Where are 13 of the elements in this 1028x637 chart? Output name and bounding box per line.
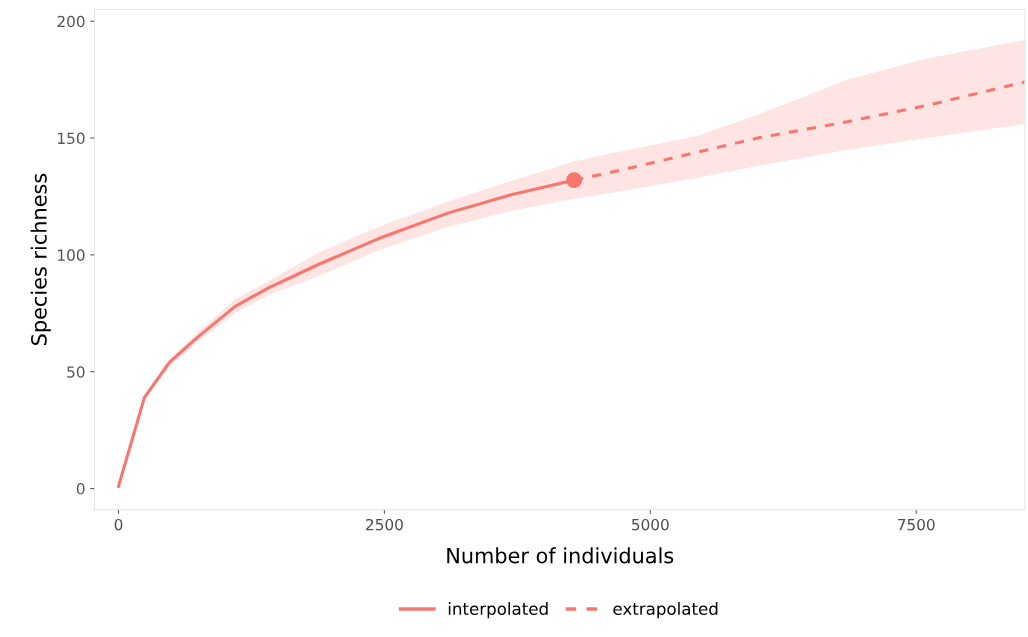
x-tick-label: 0 bbox=[114, 518, 123, 531]
y-tick-label: 0 bbox=[76, 483, 85, 495]
y-tick-label: 100 bbox=[58, 249, 85, 261]
x-tick-label: 7500 bbox=[898, 518, 935, 531]
y-tick-label: 150 bbox=[58, 132, 85, 145]
y-tick-label: 50 bbox=[67, 366, 85, 378]
x-tick-label: 5000 bbox=[632, 518, 669, 531]
x-axis-title: Number of individuals bbox=[447, 547, 674, 564]
x-tick-label: 2500 bbox=[366, 518, 403, 531]
legend-label: interpolated bbox=[448, 602, 548, 619]
legend-label: extrapolated bbox=[613, 602, 718, 619]
y-axis-title: Species richness bbox=[30, 173, 51, 345]
y-tick-label: 200 bbox=[57, 15, 85, 28]
